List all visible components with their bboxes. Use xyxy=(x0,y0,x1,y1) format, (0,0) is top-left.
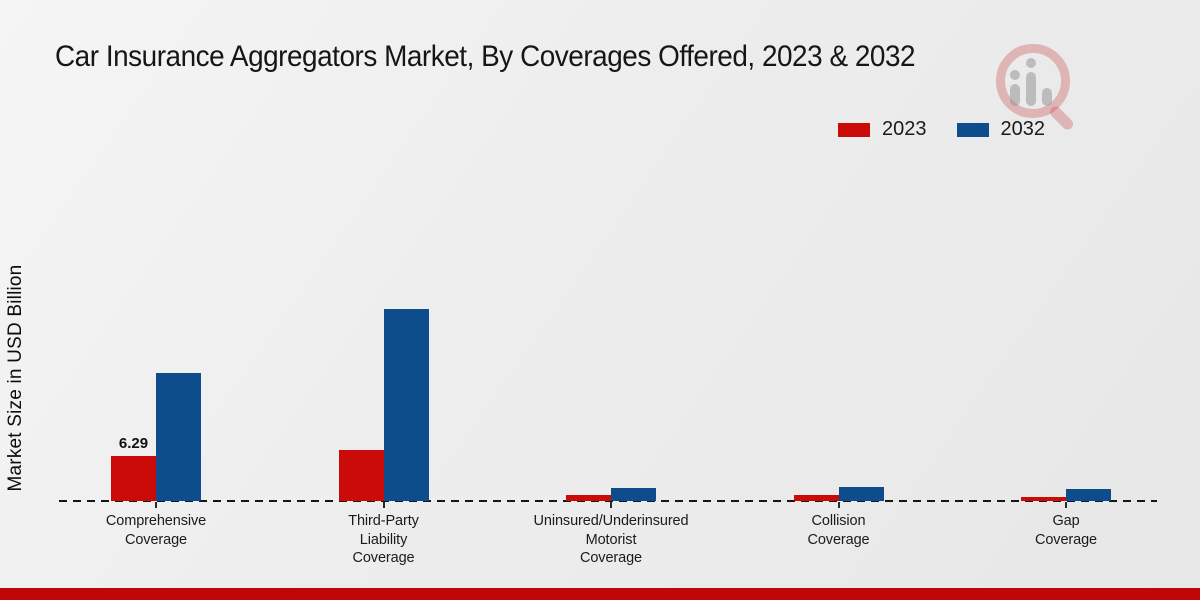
bar-2023-third-party-liability-coverage xyxy=(338,450,384,501)
bar-value-label-2023: 6.29 xyxy=(118,435,149,452)
chart-title: Car Insurance Aggregators Market, By Cov… xyxy=(55,40,916,73)
x-axis-label-comprehensive-coverage: Comprehensive Coverage xyxy=(105,513,207,548)
logo-bar-icon xyxy=(1010,84,1020,106)
zero-baseline-dashed xyxy=(59,500,1157,502)
legend-item-2023: 2023 xyxy=(838,118,927,141)
legend-label-2032: 2032 xyxy=(1000,118,1046,140)
legend: 2023 2032 xyxy=(838,118,1045,141)
x-axis-label-gap-coverage: Gap Coverage xyxy=(1034,513,1098,548)
bar-2023-collision-coverage xyxy=(793,495,839,501)
magnifier-ring-icon xyxy=(996,44,1070,118)
x-axis-label-uninsured-underinsured-motorist-coverage: Uninsured/Underinsured Motorist Coverage xyxy=(533,513,689,566)
brand-watermark-logo xyxy=(996,44,1096,139)
x-axis-tick-uninsured-underinsured-motorist-coverage xyxy=(610,502,612,508)
bar-2032-collision-coverage xyxy=(838,487,884,501)
footer-accent-strip xyxy=(0,588,1200,600)
bar-2032-third-party-liability-coverage xyxy=(383,309,429,501)
legend-swatch-2032 xyxy=(956,122,989,137)
x-axis-tick-gap-coverage xyxy=(1065,502,1067,508)
x-axis-tick-collision-coverage xyxy=(837,502,840,508)
logo-dot-icon xyxy=(1010,70,1020,80)
bar-2023-comprehensive-coverage xyxy=(111,456,156,501)
bar-2032-uninsured-underinsured-motorist-coverage xyxy=(611,488,656,501)
bar-2023-uninsured-underinsured-motorist-coverage xyxy=(566,495,611,501)
bar-2023-gap-coverage xyxy=(1021,497,1066,501)
logo-bar-icon xyxy=(1042,88,1052,106)
bar-2032-comprehensive-coverage xyxy=(156,373,201,501)
legend-swatch-2023 xyxy=(838,122,870,137)
bar-2032-gap-coverage xyxy=(1066,489,1111,501)
x-axis-tick-third-party-liability-coverage xyxy=(382,502,385,508)
legend-label-2023: 2023 xyxy=(882,118,927,140)
x-axis-label-collision-coverage: Collision Coverage xyxy=(807,513,870,548)
logo-bar-icon xyxy=(1026,72,1036,106)
x-axis-label-third-party-liability-coverage: Third-Party Liability Coverage xyxy=(348,513,419,566)
legend-item-2032: 2032 xyxy=(956,118,1046,141)
x-axis-tick-comprehensive-coverage xyxy=(155,502,157,508)
logo-dot-icon xyxy=(1026,58,1036,68)
